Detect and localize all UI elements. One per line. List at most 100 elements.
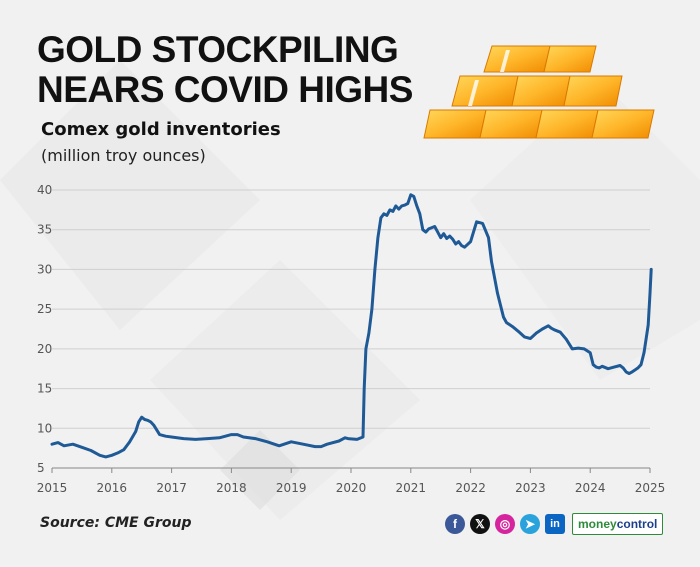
data-point [502, 315, 505, 319]
data-point [382, 212, 386, 215]
data-point [364, 347, 368, 351]
x-tick-label: 2021 [396, 481, 427, 495]
data-point [164, 435, 167, 438]
data-point [89, 449, 93, 452]
data-point [363, 387, 366, 390]
data-point [618, 364, 622, 367]
y-tick-label: 20 [37, 342, 52, 356]
data-point [517, 330, 520, 333]
data-point [325, 443, 329, 446]
data-point [529, 337, 532, 340]
data-point [630, 370, 634, 374]
x-tick-label: 2025 [635, 481, 666, 495]
data-point [388, 208, 392, 212]
data-point [170, 435, 173, 439]
data-point [80, 446, 84, 449]
data-point [439, 236, 442, 239]
data-point [376, 236, 380, 239]
data-point [598, 366, 601, 370]
data-point [481, 222, 484, 225]
data-point [412, 195, 415, 198]
data-point [140, 416, 143, 419]
data-point [565, 338, 568, 341]
data-point [367, 331, 371, 335]
y-tick-label: 25 [37, 302, 52, 316]
data-point [577, 346, 580, 350]
data-point [571, 347, 574, 351]
telegram-icon[interactable]: ➤ [520, 514, 540, 534]
facebook-icon[interactable]: f [445, 514, 465, 534]
data-point [385, 214, 389, 217]
x-tick-label: 2019 [276, 481, 307, 495]
data-point [442, 232, 445, 235]
y-axis-ticks: 5 10 15 20 25 30 35 40 [37, 183, 52, 475]
data-point [397, 207, 400, 211]
data-point [158, 433, 161, 436]
data-point [71, 443, 75, 446]
brand-part-1: money [578, 517, 617, 531]
source-note: Source: CME Group [40, 515, 192, 531]
headline-line-1: GOLD STOCKPILING [37, 29, 399, 70]
data-point [116, 451, 120, 455]
data-point [642, 351, 646, 354]
data-point [128, 440, 131, 443]
data-point [346, 437, 350, 440]
data-point [499, 304, 502, 307]
data-point [645, 331, 649, 335]
data-point [448, 234, 451, 238]
y-tick-label: 5 [37, 461, 45, 475]
data-point [493, 276, 496, 279]
x-icon[interactable]: 𝕏 [470, 514, 490, 534]
data-point [355, 438, 359, 441]
data-point [406, 202, 409, 205]
data-point [418, 212, 421, 215]
data-point [394, 204, 397, 208]
headline-line-2: NEARS COVID HIGHS [37, 69, 413, 110]
data-point [391, 210, 395, 213]
x-axis-ticks: 2015 2016 2017 2018 2019 2020 2021 2022 2023 2024… [37, 468, 666, 495]
data-point [650, 268, 653, 271]
data-point [403, 203, 406, 207]
data-point [595, 365, 598, 369]
data-point [553, 328, 556, 331]
data-point [415, 204, 418, 208]
x-tick-label: 2020 [336, 481, 367, 495]
x-tick-label: 2016 [97, 481, 128, 495]
data-point [424, 230, 427, 234]
data-point [589, 351, 592, 354]
y-tick-label: 35 [37, 223, 52, 237]
y-tick-label: 40 [37, 183, 52, 197]
data-point [433, 225, 436, 228]
data-point [50, 443, 54, 446]
data-point [206, 437, 209, 440]
data-point [624, 370, 628, 374]
brand-part-2: control [616, 517, 658, 531]
data-point [636, 366, 640, 370]
linkedin-icon[interactable]: in [545, 514, 565, 534]
data-point [152, 423, 155, 427]
instagram-icon[interactable]: ◎ [495, 514, 515, 534]
data-point [400, 204, 403, 208]
unit-label: (million troy ounces) [41, 146, 206, 165]
x-tick-label: 2018 [216, 481, 247, 495]
data-point [218, 436, 221, 439]
x-tick-label: 2017 [156, 481, 187, 495]
data-point [457, 240, 460, 243]
x-tick-label: 2022 [455, 481, 486, 495]
data-point [541, 327, 544, 331]
x-tick-label: 2023 [515, 481, 546, 495]
moneycontrol-logo[interactable]: money control [572, 513, 664, 535]
data-point [266, 440, 269, 443]
chart-subtitle: Comex gold inventories [41, 119, 281, 140]
data-point [463, 246, 466, 249]
data-point [146, 419, 149, 422]
data-point [451, 238, 454, 241]
data-point [337, 439, 341, 443]
data-point [343, 436, 347, 439]
data-point [56, 441, 60, 444]
data-point [194, 438, 197, 441]
data-point [535, 331, 538, 335]
y-tick-label: 10 [37, 421, 52, 435]
data-point [523, 335, 526, 339]
